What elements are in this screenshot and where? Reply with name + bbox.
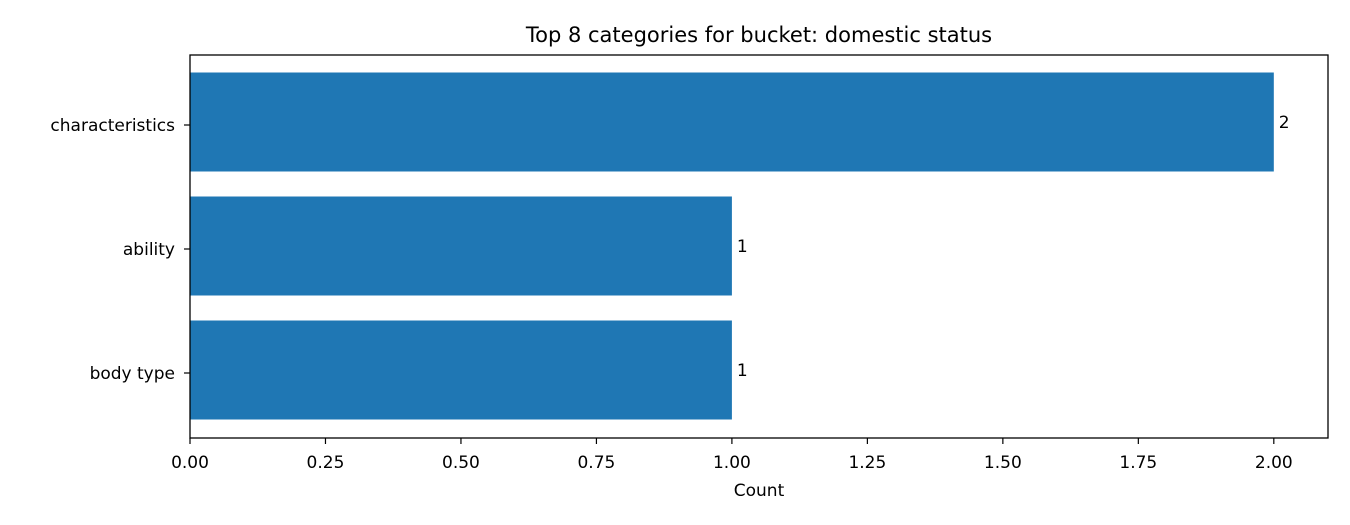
plot-frame [189, 54, 1329, 439]
x-tick-label: 1.25 [848, 453, 886, 473]
x-tick-label: 0.75 [577, 453, 615, 473]
y-tick-label: ability [123, 240, 175, 260]
bars-group [190, 72, 1274, 420]
x-tick-label: 0.25 [307, 453, 345, 473]
x-tick-label: 0.50 [442, 453, 480, 473]
x-axis-label: Count [734, 481, 785, 501]
y-tick-label: characteristics [50, 116, 175, 136]
y-axis-ticks: characteristics ability body type [50, 116, 190, 384]
x-tick-label: 2.00 [1255, 453, 1293, 473]
x-axis-ticks: 0.00 0.25 0.50 0.75 1.00 1.25 1.50 1.75 2.00 [171, 438, 1293, 473]
data-label-body-type: 1 [737, 361, 748, 381]
bar-ability [190, 196, 732, 296]
x-tick-label: 1.75 [1119, 453, 1157, 473]
data-labels-group: 2 1 1 [737, 113, 1290, 381]
bar-body-type [190, 320, 732, 420]
x-tick-label: 0.00 [171, 453, 209, 473]
data-label-ability: 1 [737, 237, 748, 257]
y-tick-label: body type [90, 364, 175, 384]
x-tick-label: 1.00 [713, 453, 751, 473]
x-tick-label: 1.50 [984, 453, 1022, 473]
chart-title: Top 8 categories for bucket: domestic st… [525, 23, 992, 47]
bar-characteristics [190, 72, 1274, 172]
data-label-characteristics: 2 [1279, 113, 1290, 133]
